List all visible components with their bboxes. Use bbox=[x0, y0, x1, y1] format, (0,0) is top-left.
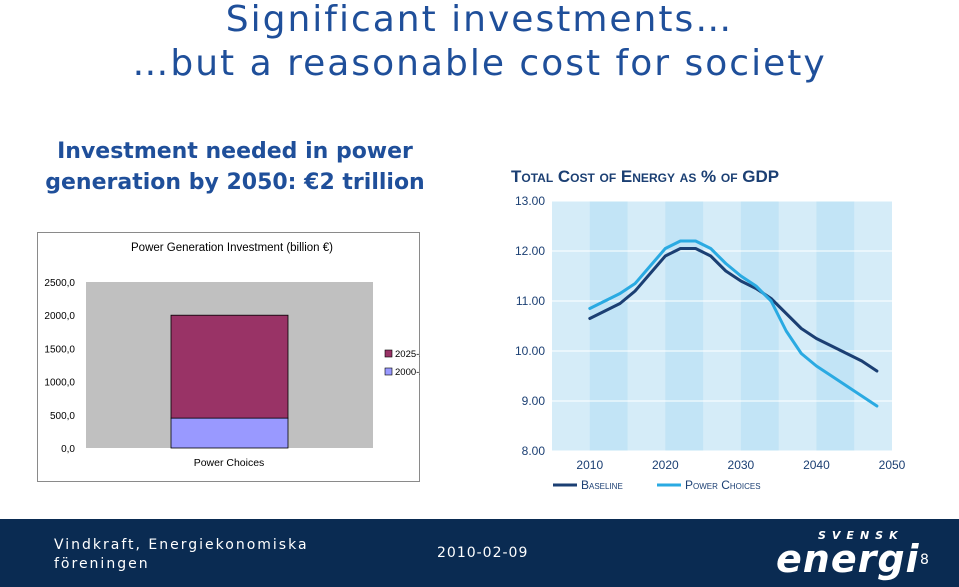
y-tick-label: 1500,0 bbox=[44, 344, 75, 355]
legend-label-2000-2025: 2000-2025 bbox=[395, 367, 420, 378]
footer-organization: Vindkraft, Energiekonomiska föreningen bbox=[54, 537, 309, 572]
footer-date: 2010-02-09 bbox=[437, 545, 529, 561]
series-line-power-choices bbox=[588, 239, 879, 408]
energy-cost-line-chart: Total Cost of Energy as % of GDP 8.00 9.0… bbox=[511, 167, 906, 492]
plot-band bbox=[740, 201, 779, 451]
x-tick-label: 2040 bbox=[803, 458, 830, 472]
y-tick-label: 1000,0 bbox=[44, 378, 75, 389]
investment-bar-chart: Power Generation Investment (billion €) … bbox=[37, 232, 420, 482]
plot-band bbox=[665, 201, 704, 451]
legend-swatch-2025-2050 bbox=[384, 349, 393, 358]
y-tick-label: 13.00 bbox=[515, 194, 545, 208]
y-axis-ticks: 0,0 500,0 1000,0 1500,0 2000,0 2500,0 bbox=[44, 278, 75, 455]
series-line-baseline bbox=[588, 247, 879, 373]
slide-subheading: Investment needed in power generation by… bbox=[45, 139, 425, 195]
y-tick-label: 0,0 bbox=[61, 444, 75, 455]
x-tick-label: 2030 bbox=[728, 458, 755, 472]
y-tick-label: 9.00 bbox=[522, 394, 546, 408]
y-tick-label: 10.00 bbox=[515, 344, 545, 358]
x-tick-label: 2010 bbox=[576, 458, 603, 472]
y-tick-label: 8.00 bbox=[522, 444, 546, 458]
logo-text-big: energi bbox=[776, 537, 920, 581]
legend-swatch-2000-2025 bbox=[384, 367, 393, 376]
category-label: Power Choices bbox=[194, 457, 265, 469]
y-axis-ticks: 8.00 9.00 10.00 11.00 12.00 13.00 bbox=[515, 194, 545, 458]
plot-area bbox=[552, 200, 892, 452]
legend-label-2025-2050: 2025-2050 bbox=[395, 349, 420, 360]
page-number: 8 bbox=[920, 552, 929, 568]
legend: Baseline Power Choices bbox=[553, 478, 761, 492]
chart-title: Power Generation Investment (billion €) bbox=[131, 242, 333, 254]
plot-band bbox=[589, 201, 628, 451]
chart-title: Total Cost of Energy as % of GDP bbox=[511, 167, 779, 186]
bar-segment-2025-2050 bbox=[170, 314, 289, 419]
y-tick-label: 500,0 bbox=[50, 411, 75, 422]
slide-title-line1: Significant investments… bbox=[225, 0, 734, 40]
y-tick-label: 12.00 bbox=[515, 244, 545, 258]
logo-text-small: SVENSK bbox=[818, 529, 904, 542]
bar-segment-2000-2025 bbox=[170, 417, 289, 449]
series-lines bbox=[588, 239, 879, 408]
y-tick-label: 2000,0 bbox=[44, 311, 75, 322]
x-axis-ticks: 2010 2020 2030 2040 2050 bbox=[576, 458, 905, 472]
slide-title-line2: …but a reasonable cost for society bbox=[132, 43, 827, 84]
legend-label-power-choices: Power Choices bbox=[685, 478, 761, 492]
svensk-energi-logo: SVENSK energi bbox=[772, 527, 920, 583]
plot-band bbox=[816, 201, 855, 451]
bar-stack bbox=[170, 314, 289, 449]
footer-bar: Vindkraft, Energiekonomiska föreningen 2… bbox=[0, 519, 959, 587]
legend-label-baseline: Baseline bbox=[581, 478, 623, 492]
x-tick-label: 2050 bbox=[879, 458, 906, 472]
x-tick-label: 2020 bbox=[652, 458, 679, 472]
y-tick-label: 11.00 bbox=[516, 294, 545, 308]
y-tick-label: 2500,0 bbox=[44, 278, 75, 289]
legend: 2025-2050 2000-2025 bbox=[384, 349, 420, 378]
